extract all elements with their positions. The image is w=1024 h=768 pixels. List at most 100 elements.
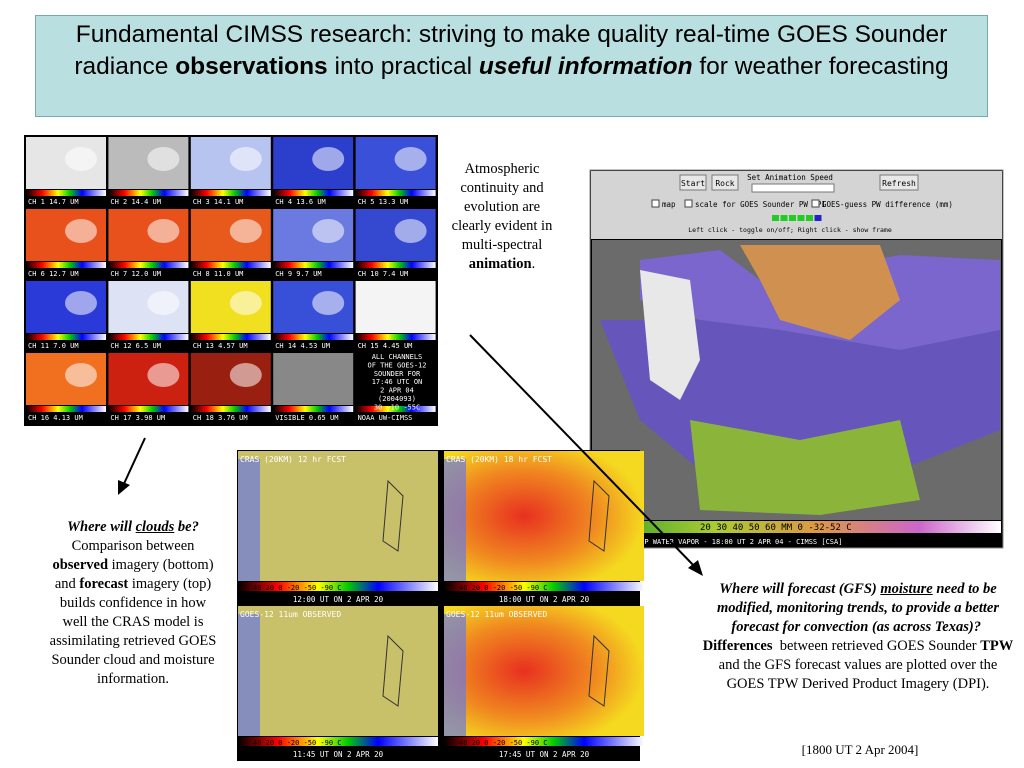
channel-label: CH 8 11.0 UM [193, 270, 244, 278]
button-label: Refresh [882, 179, 916, 188]
panel-header: CRAS (20KM) 18 hr FCST [446, 455, 552, 464]
channel-label: CH 5 13.3 UM [358, 198, 409, 206]
question: need to be modified, monitoring trends, … [717, 581, 999, 635]
hint: Left click - toggle on/off; Right click … [688, 226, 892, 234]
cloud [444, 614, 466, 736]
storm [229, 363, 262, 387]
button[interactable] [679, 174, 707, 191]
color-bar [190, 190, 271, 196]
text-bold: TPW [980, 638, 1014, 654]
button[interactable] [879, 174, 919, 191]
color-bar [190, 334, 271, 340]
color-bar [108, 334, 189, 340]
channel-label: CH 18 3.76 UM [193, 414, 248, 422]
channel-label: CH 9 9.7 UM [275, 270, 321, 278]
color-bar [273, 406, 354, 412]
question-key: clouds [135, 519, 175, 535]
great-lakes [382, 634, 404, 707]
cras-image [238, 451, 438, 581]
caption-bg [592, 533, 1001, 547]
cras-image [238, 606, 438, 736]
cloud [238, 459, 260, 581]
storm [65, 291, 97, 315]
color-bar [26, 406, 106, 412]
great-lakes [382, 479, 404, 552]
channel-label: CH 12 6.5 UM [110, 342, 161, 350]
text-bold: forecast [79, 576, 129, 592]
scale-labels: 40 20 0 -20 -50 -90 C [253, 739, 342, 747]
checkbox[interactable] [684, 199, 693, 208]
cloud [640, 270, 700, 400]
channel-label: CH 11 7.0 UM [28, 342, 79, 350]
frame-indicator [814, 215, 822, 221]
checkbox-label: map [662, 200, 676, 209]
arrowhead [118, 480, 130, 495]
text-bold: animation [468, 256, 532, 272]
color-bar [190, 262, 271, 268]
info-line: OF THE GOES-12 [367, 361, 426, 369]
text: imagery (bottom) and [54, 557, 214, 592]
panel-footer: 18:00 UT ON 2 APR 20 [499, 595, 590, 604]
slider[interactable] [751, 183, 835, 193]
scale-labels: 20 30 40 50 60 MM 0 -32-52 C [700, 523, 852, 533]
storm [65, 147, 97, 171]
question: be? [177, 519, 199, 535]
frame-indicator [806, 215, 813, 221]
storm [394, 219, 427, 243]
scale-bar [592, 521, 1001, 533]
channel-label: NOAA UW-CIMSS [358, 414, 413, 422]
channel-label: CH 3 14.1 UM [193, 198, 244, 206]
checkbox[interactable] [651, 199, 660, 208]
channel-label: CH 7 12.0 UM [110, 270, 161, 278]
arrowhead [688, 560, 703, 576]
map-patch [690, 420, 920, 515]
storm [229, 147, 262, 171]
color-bar [26, 262, 106, 268]
info-line: ALL CHANNELS [372, 353, 423, 361]
color-bar [108, 190, 189, 196]
question: Where will forecast (GFS) [719, 581, 877, 597]
color-bar [355, 190, 436, 196]
color-bar [444, 582, 644, 591]
title-text: into practical [334, 53, 473, 80]
checkbox-label: GOES-guess PW difference (mm) [822, 200, 953, 209]
text: Atmospheric continuity and evolution are… [451, 161, 553, 253]
color-bar [273, 262, 354, 268]
title-bold-italic: useful information [478, 53, 693, 80]
text-bold: Differences [702, 638, 773, 654]
color-bar [444, 737, 644, 746]
channel-image [355, 281, 436, 333]
color-bar [355, 262, 436, 268]
color-bar [238, 737, 438, 746]
scale-labels: 40 20 0 -20 -50 -90 C [459, 584, 548, 592]
storm [65, 219, 97, 243]
button[interactable] [711, 174, 739, 191]
cras-image [444, 606, 644, 736]
scale-labels: 40 20 0 -20 -50 -90 C [253, 584, 342, 592]
channel-label: CH 6 12.7 UM [28, 270, 79, 278]
channel-label: CH 14 4.53 UM [275, 342, 330, 350]
text: imagery (top) builds confidence in how w… [49, 576, 217, 687]
storm [312, 291, 345, 315]
channel-label: CH 2 14.4 UM [110, 198, 161, 206]
storm [65, 363, 97, 387]
middle-text: Atmospheric continuity and evolution are… [448, 160, 556, 274]
frame-indicator [789, 215, 796, 221]
color-bar [355, 334, 436, 340]
channel-image [355, 353, 436, 405]
checkbox[interactable] [811, 199, 820, 208]
button-label: Start [681, 179, 705, 188]
channel-image [273, 353, 354, 405]
storm [147, 291, 180, 315]
arrow [121, 437, 146, 489]
left-text: Where will clouds be? Comparison between … [48, 518, 218, 689]
color-bar [26, 190, 106, 196]
storm [147, 363, 180, 387]
title-text: Fundamental CIMSS research: striving to … [74, 21, 948, 80]
color-bar [108, 406, 189, 412]
channel-label: CH 10 7.4 UM [358, 270, 409, 278]
great-lakes [588, 479, 610, 552]
info-line: SOUNDER FOR [374, 370, 421, 378]
channel-label: CH 17 3.98 UM [110, 414, 165, 422]
